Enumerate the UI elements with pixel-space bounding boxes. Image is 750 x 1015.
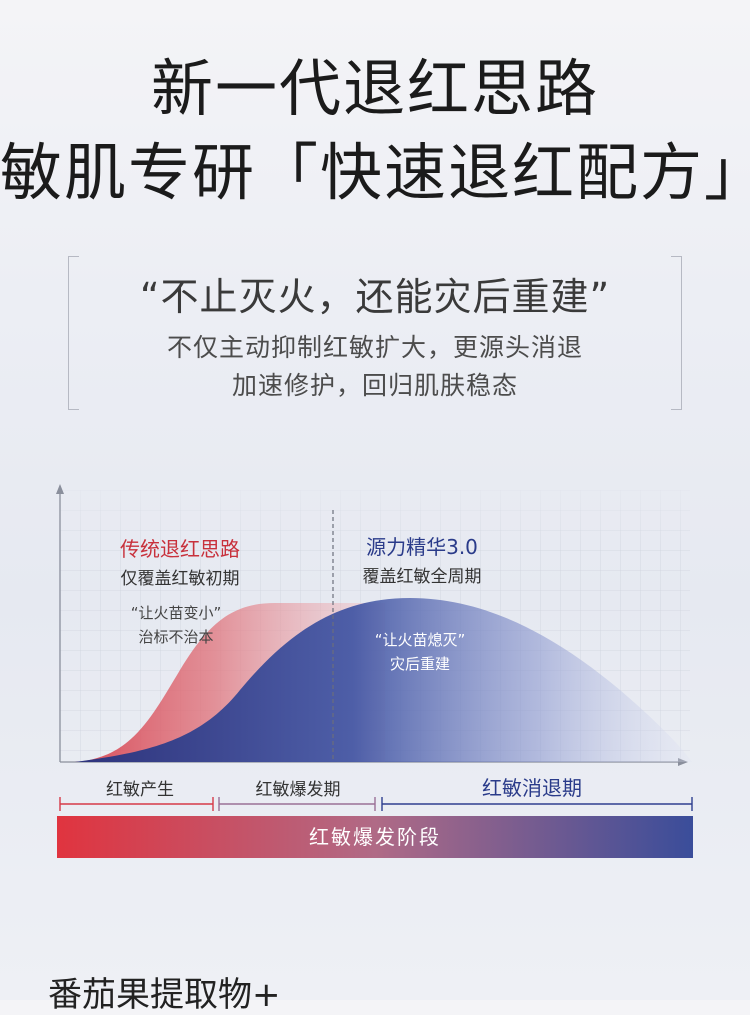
traditional-annotation-1: “让火苗变小”	[131, 604, 222, 622]
quote-bracket-left	[68, 256, 79, 410]
traditional-annotation-2: 治标不治本	[138, 628, 213, 646]
quote-frame	[68, 256, 682, 410]
traditional-subtitle: 仅覆盖红敏初期	[121, 569, 240, 589]
quote-subline-2: 加速修护，回归肌肤稳态	[231, 371, 518, 400]
outbreak-stage-label: 红敏爆发阶段	[309, 825, 441, 849]
phase-label-outbreak: 红敏爆发期	[256, 780, 341, 800]
quote-bracket-right	[671, 256, 682, 410]
outbreak-stage-bar	[57, 816, 693, 858]
serum-title: 源力精华3.0	[366, 535, 478, 559]
quote-headline: “不止灭火，还能灾后重建”	[139, 275, 611, 319]
phase-label-subside: 红敏消退期	[482, 776, 582, 800]
serum-annotation-1: “让火苗熄灭”	[375, 631, 466, 649]
phase-range-subside	[381, 797, 693, 811]
traditional-title: 传统退红思路	[120, 537, 240, 561]
phase-range-outbreak	[218, 797, 376, 811]
ingredient-teaser: 番茄果提取物+	[48, 975, 281, 1015]
serum-subtitle: 覆盖红敏全周期	[363, 567, 482, 587]
quote-subline-1: 不仅主动抑制红敏扩大，更源头消退	[166, 333, 583, 362]
phase-label-onset: 红敏产生	[106, 780, 174, 800]
headline-line-2: 敏肌专研「快速退红配方」	[0, 136, 750, 209]
serum-curve-area	[75, 598, 692, 762]
headline-line-1: 新一代退红思路	[150, 52, 599, 125]
comparison-chart: 传统退红思路 仅覆盖红敏初期 “让火苗变小” 治标不治本 源力精华3.0 覆盖红…	[56, 484, 693, 858]
y-axis-arrow-icon	[56, 484, 64, 494]
serum-annotation-2: 灾后重建	[390, 655, 450, 673]
phase-range-onset	[59, 797, 214, 811]
